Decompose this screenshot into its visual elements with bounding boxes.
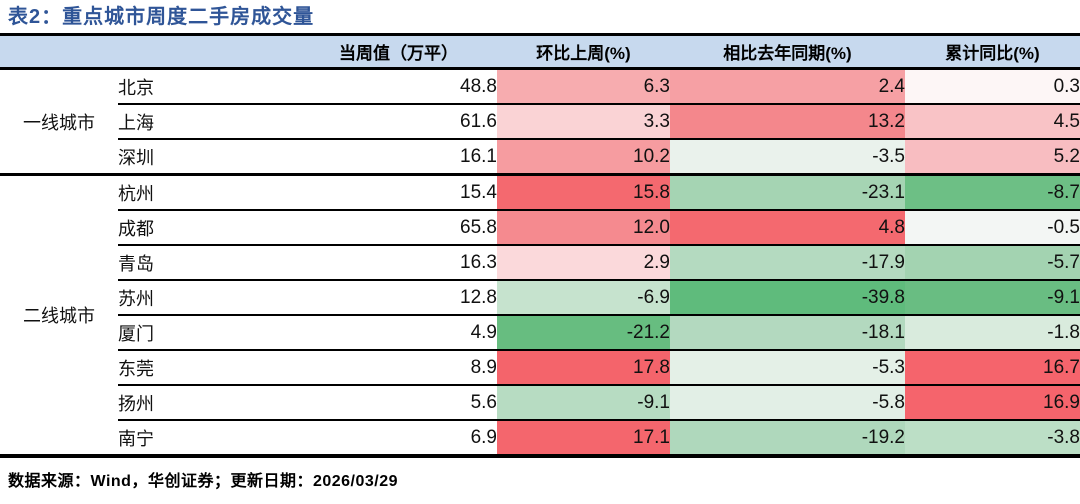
cumulative-cell: 5.2 [905, 139, 1080, 176]
city-cell: 南宁 [118, 428, 154, 449]
city-cell: 北京 [118, 68, 300, 105]
wow-cell: 17.1 [497, 420, 670, 456]
yoy-cell: -3.5 [670, 139, 905, 176]
cumulative-cell: 4.5 [905, 104, 1080, 140]
table-row: 青岛 16.3 2.9 -17.9 -5.7 [0, 245, 1080, 281]
weekly-value-cell: 16.3 [300, 245, 497, 281]
weekly-value-cell: 61.6 [300, 104, 497, 140]
wow-cell: -6.9 [497, 280, 670, 316]
col-header-cumulative: 累计同比(%) [905, 34, 1080, 70]
weekly-value-cell: 4.9 [300, 315, 497, 351]
table-row: 南宁 6.9 17.1 -19.2 -3.8 [0, 420, 1080, 456]
table-row: 扬州 5.6 -9.1 -5.8 16.9 [0, 385, 1080, 421]
table-row: 二线城市 杭州 15.4 15.8 -23.1 -8.7 [0, 174, 1080, 458]
weekly-value-cell: 15.4 [300, 174, 497, 211]
col-header-yoy: 相比去年同期(%) [670, 34, 905, 70]
city-cell: 成都 [118, 210, 300, 246]
wow-cell: 6.3 [497, 68, 670, 105]
weekly-value-cell: 16.1 [300, 139, 497, 176]
table-row: 东莞 8.9 17.8 -5.3 16.7 [0, 350, 1080, 386]
col-header-weekly-value: 当周值（万平） [300, 34, 497, 70]
wow-cell: 12.0 [497, 210, 670, 246]
yoy-cell: 13.2 [670, 104, 905, 140]
city-cell: 青岛 [118, 245, 300, 281]
cumulative-cell: -3.8 [905, 420, 1080, 456]
col-header-wow: 环比上周(%) [497, 34, 670, 70]
city-cell: 上海 [118, 104, 300, 140]
wow-cell: 17.8 [497, 350, 670, 386]
page-title: 表2：重点城市周度二手房成交量 [8, 6, 315, 28]
yoy-cell: -23.1 [670, 174, 905, 211]
header-empty-cell [0, 34, 300, 70]
yoy-cell: -5.3 [670, 350, 905, 386]
weekly-value-cell: 12.8 [300, 280, 497, 316]
city-transactions-table: 当周值（万平） 环比上周(%) 相比去年同期(%) 累计同比(%) 一线城市 北… [0, 33, 1080, 458]
cumulative-cell: -5.7 [905, 245, 1080, 281]
yoy-cell: -19.2 [670, 420, 905, 456]
cumulative-cell: 16.9 [905, 385, 1080, 421]
yoy-cell: -5.8 [670, 385, 905, 421]
yoy-cell: -17.9 [670, 245, 905, 281]
cumulative-cell: -8.7 [905, 174, 1080, 211]
wow-cell: 3.3 [497, 104, 670, 140]
weekly-value-cell: 65.8 [300, 210, 497, 246]
table-row: 苏州 12.8 -6.9 -39.8 -9.1 [0, 280, 1080, 316]
city-cell: 厦门 [118, 315, 300, 351]
city-cell: 扬州 [118, 385, 300, 421]
group-label-tier1: 一线城市 [0, 68, 118, 176]
city-cell: 东莞 [118, 350, 300, 386]
city-cell: 深圳 [118, 139, 300, 176]
group-label-tier2: 二线城市 [0, 174, 118, 458]
table-row: 一线城市 北京 48.8 6.3 2.4 0.3 [0, 68, 1080, 176]
cumulative-cell: -0.5 [905, 210, 1080, 246]
cumulative-cell: 0.3 [905, 68, 1080, 105]
weekly-value-cell: 48.8 [300, 68, 497, 105]
table-row: 厦门 4.9 -21.2 -18.1 -1.8 [0, 315, 1080, 351]
yoy-cell: -18.1 [670, 315, 905, 351]
weekly-value-cell: 5.6 [300, 385, 497, 421]
wow-cell: -21.2 [497, 315, 670, 351]
yoy-cell: 4.8 [670, 210, 905, 246]
cumulative-cell: -1.8 [905, 315, 1080, 351]
weekly-value-cell: 8.9 [300, 350, 497, 386]
table-row: 上海 61.6 3.3 13.2 4.5 [0, 104, 1080, 140]
source-note: 数据来源：Wind，华创证券；更新日期：2026/03/29 [8, 473, 399, 490]
wow-cell: 2.9 [497, 245, 670, 281]
city-cell: 杭州 [118, 174, 300, 211]
wow-cell: 10.2 [497, 139, 670, 176]
weekly-value-cell: 6.9 [470, 426, 497, 448]
wow-cell: -9.1 [497, 385, 670, 421]
table-row: 深圳 16.1 10.2 -3.5 5.2 [0, 139, 1080, 176]
header-row: 当周值（万平） 环比上周(%) 相比去年同期(%) 累计同比(%) [0, 34, 1080, 70]
wow-cell: 15.8 [497, 174, 670, 211]
cumulative-cell: 16.7 [905, 350, 1080, 386]
city-cell: 苏州 [118, 280, 300, 316]
cumulative-cell: -9.1 [905, 280, 1080, 316]
table-row: 成都 65.8 12.0 4.8 -0.5 [0, 210, 1080, 246]
yoy-cell: 2.4 [670, 68, 905, 105]
yoy-cell: -39.8 [670, 280, 905, 316]
